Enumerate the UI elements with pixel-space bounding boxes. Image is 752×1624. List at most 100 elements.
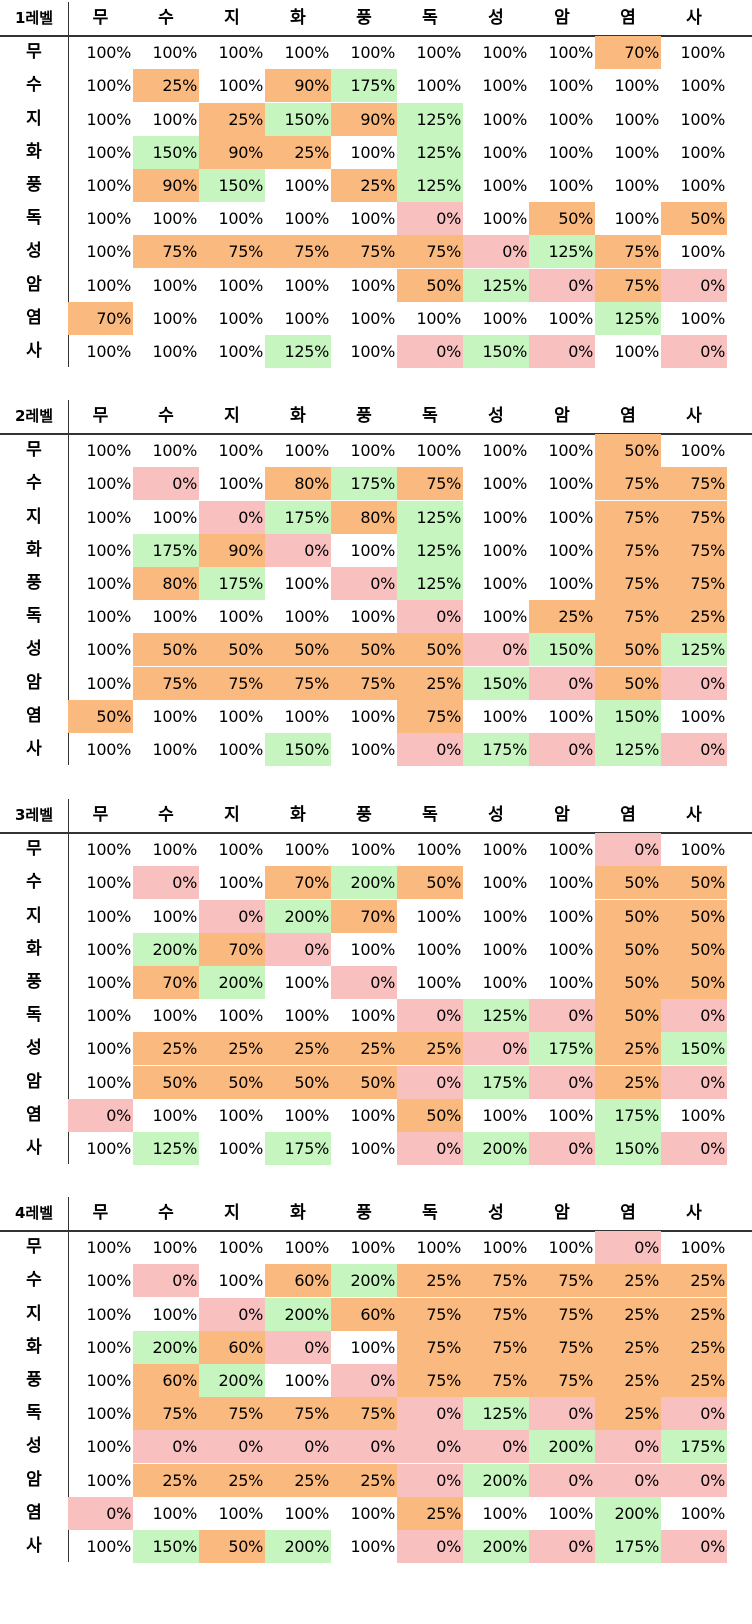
row-label: 성 [26, 1038, 42, 1059]
value-cell: 75% [265, 235, 331, 269]
value-cell: 100% [284, 574, 329, 593]
row-label: 수 [26, 75, 42, 96]
value-cell: 100% [152, 1238, 197, 1258]
header-row: 3레벨 무 수 지 화 풍 독 성 암 염 사 [0, 799, 752, 832]
table-row: 수 100% 0% 100% 70% 200% 50% 100% 100% 50% 50% [0, 866, 752, 900]
value-cell: 100% [614, 109, 659, 129]
row-label: 풍 [26, 573, 42, 593]
column-header: 사 [686, 406, 702, 426]
value-cell: 0% [265, 932, 331, 966]
value-cell: 100% [86, 1304, 131, 1324]
value-cell: 100% [350, 275, 395, 295]
value-cell: 75% [463, 1297, 529, 1331]
table-row: 수 100% 25% 100% 90% 175% 100% 100% 100% 100% 100% [0, 69, 752, 103]
value-cell: 200% [331, 866, 397, 900]
value-cell: 75% [595, 567, 661, 600]
value-cell: 100% [152, 109, 197, 129]
row-label: 수 [26, 473, 42, 494]
value-cell: 100% [152, 840, 197, 860]
value-cell: 0% [199, 1430, 265, 1464]
value-cell: 75% [661, 533, 727, 567]
value-cell: 100% [482, 209, 527, 229]
value-cell: 150% [199, 169, 265, 202]
table-row: 수 100% 0% 100% 60% 200% 25% 75% 75% 25% 25% [0, 1264, 752, 1298]
value-cell: 125% [397, 533, 463, 567]
value-cell: 0% [661, 1463, 727, 1497]
column-header: 독 [422, 1203, 438, 1223]
value-cell: 100% [680, 441, 725, 461]
value-cell: 100% [218, 873, 263, 893]
value-cell: 100% [86, 1371, 131, 1390]
value-cell: 90% [199, 135, 265, 169]
value-cell: 0% [529, 1530, 595, 1563]
value-cell: 125% [397, 102, 463, 136]
value-cell: 100% [152, 275, 197, 295]
level-table-2: 2레벨 무 수 지 화 풍 독 성 암 염 사 무 100% 100% 100% 100% 100% 100% 10… [0, 400, 752, 767]
table-row: 풍 100% 70% 200% 100% 0% 100% 100% 100% 50% 50% [0, 966, 752, 999]
row-label: 화 [26, 1336, 42, 1357]
value-cell: 175% [661, 1430, 727, 1464]
value-cell: 150% [265, 733, 331, 766]
value-cell: 125% [265, 335, 331, 368]
value-cell: 100% [218, 441, 263, 461]
value-cell: 100% [482, 176, 527, 195]
column-header: 염 [620, 805, 636, 825]
value-cell: 50% [595, 866, 661, 900]
value-cell: 100% [614, 176, 659, 195]
value-cell: 175% [265, 1132, 331, 1165]
value-cell: 100% [218, 1006, 263, 1026]
value-cell: 100% [218, 1503, 263, 1523]
column-header: 풍 [356, 8, 372, 28]
value-cell: 0% [529, 1132, 595, 1165]
value-cell: 0% [661, 1397, 727, 1431]
value-cell: 0% [133, 866, 199, 900]
table-row: 암 100% 100% 100% 100% 100% 50% 125% 0% 75% 0% [0, 268, 752, 302]
row-label: 무 [26, 440, 42, 461]
value-cell: 100% [482, 939, 527, 959]
value-cell: 50% [661, 202, 727, 236]
value-cell: 200% [595, 1496, 661, 1530]
value-cell: 75% [133, 235, 199, 269]
value-cell: 200% [529, 1430, 595, 1464]
value-cell: 25% [199, 1032, 265, 1066]
value-cell: 100% [218, 275, 263, 295]
value-cell: 100% [548, 441, 593, 461]
value-cell: 100% [86, 840, 131, 860]
value-cell: 75% [199, 1397, 265, 1431]
value-cell: 75% [661, 567, 727, 600]
value-cell: 100% [152, 43, 197, 63]
value-cell: 125% [529, 235, 595, 269]
value-cell: 100% [548, 142, 593, 162]
value-cell: 100% [152, 342, 197, 361]
value-cell: 75% [661, 467, 727, 501]
row-label: 화 [26, 938, 42, 959]
value-cell: 0% [397, 1530, 463, 1563]
value-cell: 100% [284, 607, 329, 627]
value-cell: 150% [265, 102, 331, 136]
value-cell: 125% [397, 500, 463, 534]
value-cell: 100% [86, 973, 131, 992]
column-header: 화 [290, 805, 306, 825]
value-cell: 25% [661, 1364, 727, 1397]
value-cell: 150% [463, 335, 529, 368]
value-cell: 25% [529, 600, 595, 634]
column-header: 사 [686, 8, 702, 28]
value-cell: 100% [350, 308, 395, 328]
row-label: 성 [26, 1436, 42, 1457]
header-divider [0, 433, 752, 436]
value-cell: 50% [397, 1098, 463, 1132]
value-cell: 100% [416, 43, 461, 63]
value-cell: 0% [397, 1397, 463, 1431]
row-label: 화 [26, 539, 42, 560]
value-cell: 50% [133, 1065, 199, 1099]
value-cell: 0% [199, 1297, 265, 1331]
row-label: 독 [26, 606, 42, 627]
value-cell: 100% [152, 740, 197, 759]
value-cell: 50% [595, 434, 661, 468]
value-cell: 0% [199, 500, 265, 534]
row-label: 사 [26, 739, 42, 759]
value-cell: 50% [661, 899, 727, 933]
value-cell: 50% [661, 932, 727, 966]
value-cell: 75% [595, 533, 661, 567]
value-cell: 100% [482, 1238, 527, 1258]
